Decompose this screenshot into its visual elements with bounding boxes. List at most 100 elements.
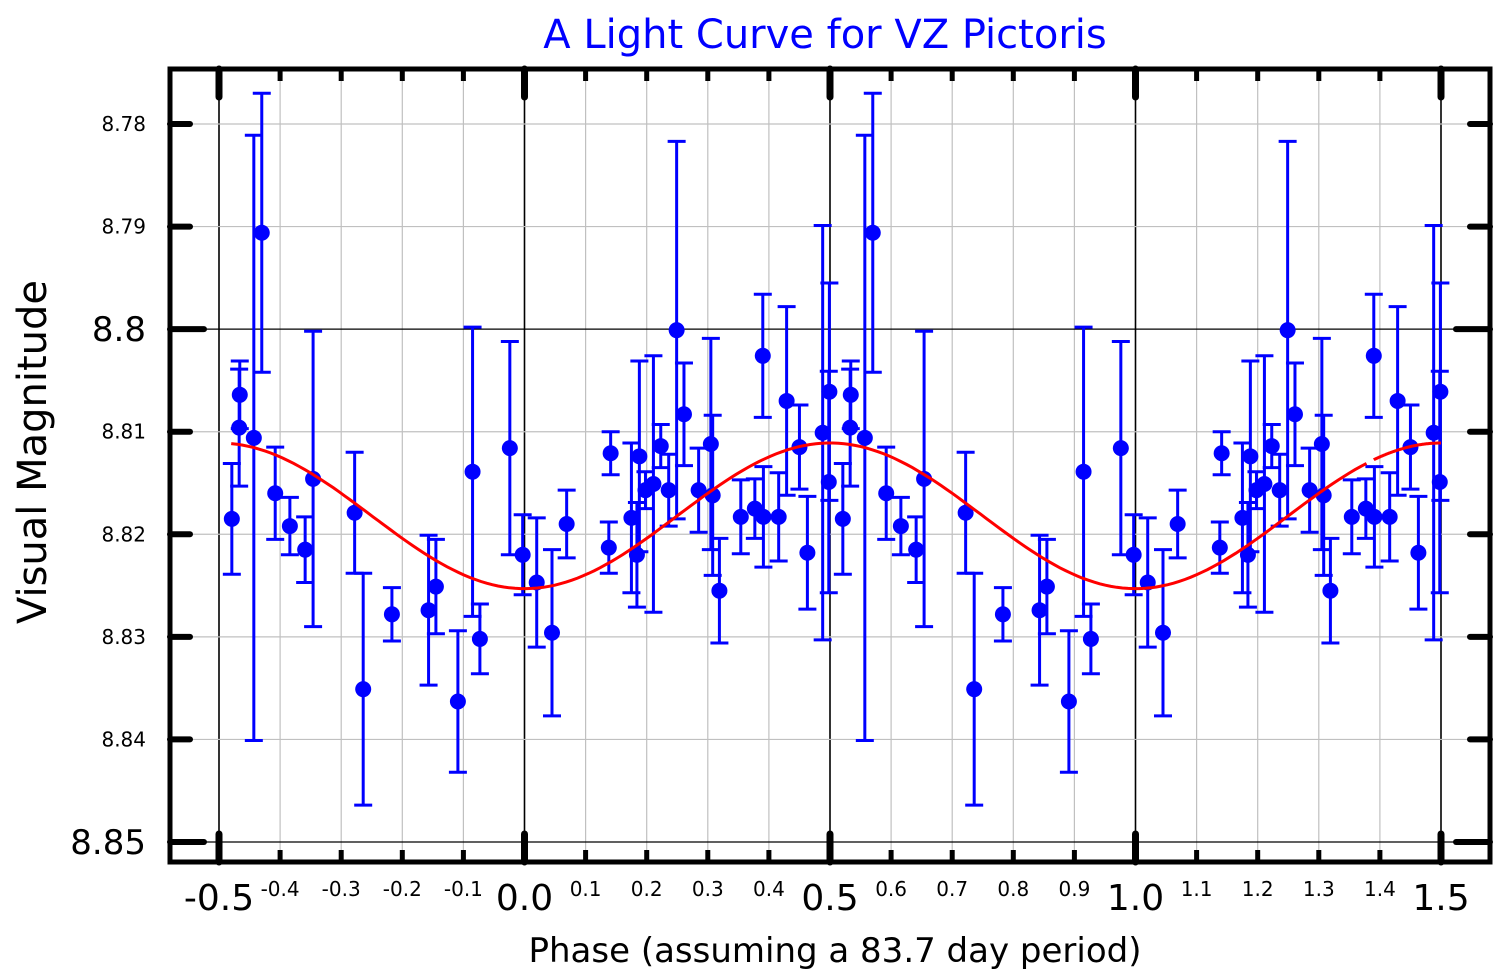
fit-curve-group <box>231 441 1441 591</box>
x-tick-label-minor: 0.3 <box>692 877 724 901</box>
data-point-group <box>1255 354 1274 614</box>
data-point <box>1256 476 1273 493</box>
data-point <box>755 508 772 525</box>
data-point <box>1343 508 1360 525</box>
data-point <box>355 681 372 698</box>
data-point <box>501 440 518 457</box>
data-point-group <box>1111 339 1130 557</box>
data-point <box>834 510 851 527</box>
data-point <box>732 508 749 525</box>
data-point-group <box>1138 516 1157 649</box>
data-point-group <box>426 537 445 636</box>
x-tick-label-major: 1.0 <box>1107 878 1164 919</box>
data-point-group <box>956 450 975 575</box>
data-point <box>994 606 1011 623</box>
data-point <box>1112 440 1129 457</box>
x-tick-label-minor: 0.7 <box>936 877 968 901</box>
data-point-group <box>754 465 773 569</box>
data-point <box>383 606 400 623</box>
data-point <box>821 383 838 400</box>
data-point-group <box>1081 602 1100 676</box>
fit-curve <box>231 441 1368 591</box>
data-point-group <box>266 445 285 541</box>
data-point <box>842 419 859 436</box>
data-point <box>1169 516 1186 533</box>
data-point <box>1213 445 1230 462</box>
data-point <box>600 539 617 556</box>
data-point-group <box>1364 292 1383 419</box>
data-point-group <box>1074 325 1093 618</box>
data-point-group <box>1424 224 1443 642</box>
data-point <box>1263 438 1280 455</box>
data-point-group <box>877 445 896 541</box>
data-point <box>1154 624 1171 641</box>
data-point-group <box>1342 478 1361 556</box>
data-point-group <box>345 450 364 575</box>
data-point <box>514 546 531 563</box>
data-point-group <box>296 515 315 584</box>
data-point-group <box>527 516 546 649</box>
data-point-group <box>769 471 788 563</box>
data-point <box>223 510 240 527</box>
y-tick-label: 8.85 <box>70 823 146 863</box>
data-point-group <box>1300 446 1319 534</box>
data-point <box>908 541 925 558</box>
x-tick-label-minor: 0.6 <box>875 877 907 901</box>
data-point <box>1313 436 1330 453</box>
data-point-group <box>907 515 926 584</box>
data-point-group <box>1030 533 1049 687</box>
x-axis-label: Phase (assuming a 83.7 day period) <box>529 931 1142 971</box>
data-point <box>1211 539 1228 556</box>
x-tick-label-minor: 0.8 <box>997 877 1029 901</box>
data-point <box>297 541 314 558</box>
x-tick-label-minor: 0.4 <box>753 877 785 901</box>
data-point <box>1410 544 1427 561</box>
data-point <box>231 419 248 436</box>
x-tick-label-minor: -0.4 <box>261 877 300 901</box>
data-point-group <box>915 329 934 629</box>
x-tick-label-minor: -0.1 <box>444 877 483 901</box>
x-tick-label-major: -0.5 <box>184 878 254 919</box>
data-point <box>1271 482 1288 499</box>
data-point-group <box>753 292 772 419</box>
data-point-group <box>542 548 561 718</box>
data-point-group <box>1059 629 1078 774</box>
data-point <box>346 504 363 521</box>
data-point-group <box>863 91 882 374</box>
x-tick-label-minor: 0.1 <box>570 877 602 901</box>
data-point <box>267 485 284 502</box>
data-point <box>543 624 560 641</box>
y-tick-label: 8.82 <box>101 522 146 546</box>
data-point <box>645 476 662 493</box>
data-point <box>878 485 895 502</box>
x-tick-label-major: 1.5 <box>1412 878 1469 919</box>
data-point-group <box>630 359 649 554</box>
data-point-group <box>993 586 1012 643</box>
x-tick-label-minor: 1.1 <box>1181 877 1213 901</box>
data-point-group <box>841 367 860 488</box>
data-point <box>449 693 466 710</box>
data-point-group <box>1321 536 1340 645</box>
data-point-group <box>710 536 729 645</box>
data-point <box>1242 448 1259 465</box>
data-point-group <box>304 329 323 629</box>
data-point-group <box>1212 430 1231 477</box>
data-point <box>1125 546 1142 563</box>
data-point-group <box>813 224 832 642</box>
data-point <box>1279 322 1296 339</box>
y-tick-label: 8.79 <box>101 215 146 239</box>
data-point-group <box>419 533 438 687</box>
data-point <box>558 516 575 533</box>
data-point <box>420 602 437 619</box>
x-tick-label-minor: 0.9 <box>1058 877 1090 901</box>
x-tick-label-minor: -0.2 <box>383 877 422 901</box>
y-tick-label: 8.84 <box>101 727 146 751</box>
data-point <box>957 504 974 521</box>
data-point-group <box>1431 281 1450 502</box>
data-point-group <box>1270 452 1289 528</box>
fit-curve <box>1372 441 1441 461</box>
data-point <box>631 448 648 465</box>
data-point-group <box>1241 359 1260 554</box>
data-point-group <box>1285 361 1304 468</box>
data-point <box>668 322 685 339</box>
